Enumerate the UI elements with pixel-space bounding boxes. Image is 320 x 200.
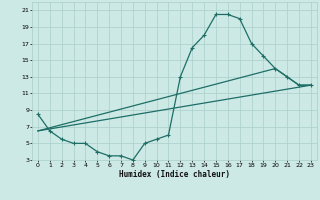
X-axis label: Humidex (Indice chaleur): Humidex (Indice chaleur): [119, 170, 230, 179]
